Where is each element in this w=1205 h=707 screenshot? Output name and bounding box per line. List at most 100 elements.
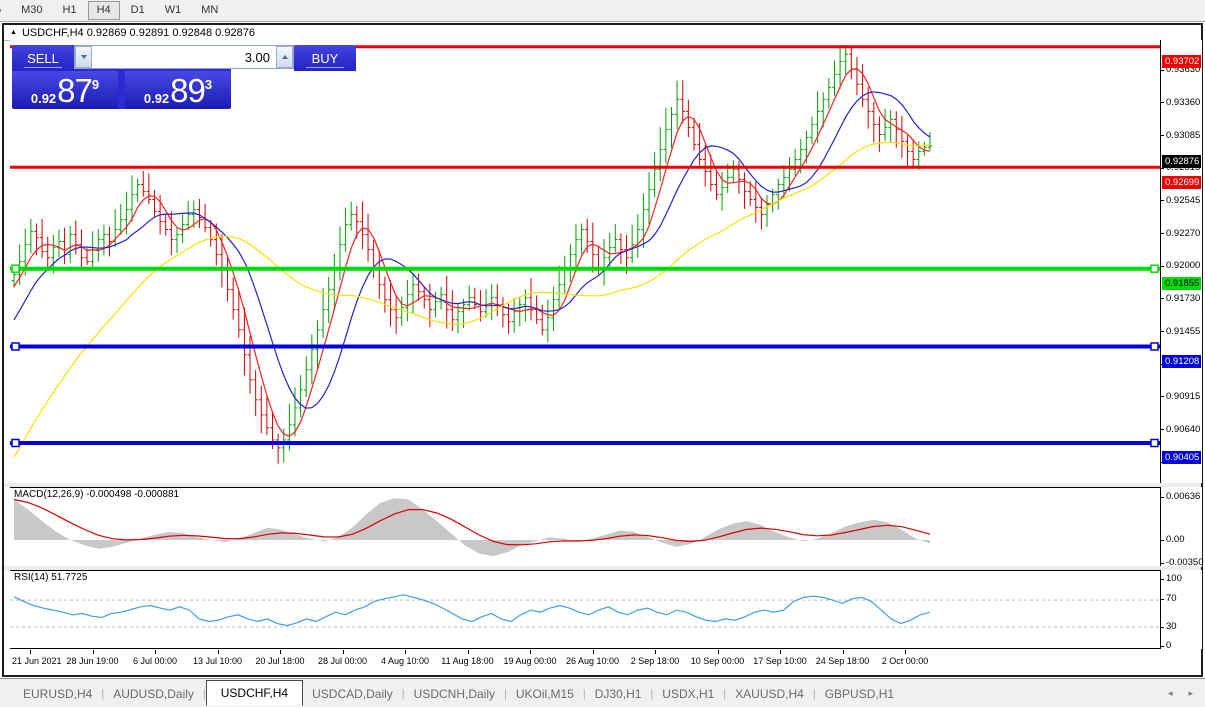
rsi-tick-mark bbox=[1161, 627, 1164, 628]
scroll-right-icon[interactable]: ▸ bbox=[1188, 688, 1193, 698]
chart-tab-xauusd[interactable]: XAUUSD,H4 bbox=[735, 686, 804, 701]
panel-splitter[interactable] bbox=[4, 566, 1201, 570]
rsi-panel: RSI(14) 51.7725 bbox=[10, 570, 1160, 649]
macd-axis[interactable]: 0.00636 0.00 -0.00350 bbox=[1160, 487, 1204, 568]
chart-title: USDCHF,H4 0.92869 0.92891 0.92848 0.9287… bbox=[21, 26, 255, 39]
time-axis[interactable]: 21 Jun 2021 28 Jun 19:00 6 Jul 00:00 13 Jul… bbox=[10, 650, 1160, 675]
timeframe-button-w1[interactable]: W1 bbox=[156, 1, 191, 20]
volume-decrease-button[interactable] bbox=[75, 46, 92, 68]
buy-price-sup: 3 bbox=[204, 77, 213, 92]
time-tick-label: 11 Aug 18:00 bbox=[441, 656, 494, 666]
timeframe-button-m30[interactable]: M30 bbox=[12, 1, 51, 20]
macd-axis-label: 0.00636 bbox=[1166, 491, 1201, 502]
timeframe-button-d1[interactable]: D1 bbox=[122, 1, 154, 20]
timeframe-button-mn[interactable]: MN bbox=[192, 1, 227, 20]
chart-tab-eurusd[interactable]: EURUSD,H4 bbox=[23, 686, 93, 701]
price-level-box: 0.92699 bbox=[1162, 175, 1201, 189]
macd-panel: MACD(12,26,9) -0.000498 -0.000881 bbox=[10, 487, 1160, 567]
macd-canvas[interactable] bbox=[10, 488, 1160, 566]
chart-tabs: EURUSD,H4 | AUDUSD,Daily | USDCHF,H4 USDCAD,D… bbox=[14, 679, 903, 706]
tab-separator: | bbox=[202, 687, 206, 700]
triangle-up-icon bbox=[281, 55, 288, 59]
buy-price-big: 89 bbox=[170, 72, 206, 109]
rsi-canvas[interactable] bbox=[10, 571, 1160, 648]
price-tick-mark bbox=[1161, 429, 1164, 431]
ma-line-12 bbox=[13, 91, 931, 409]
price-tick-mark bbox=[1161, 135, 1164, 137]
time-tick-label: 17 Sep 10:00 bbox=[753, 656, 807, 666]
time-tick-mark bbox=[780, 650, 781, 654]
volume-increase-button[interactable] bbox=[276, 46, 293, 68]
panel-splitter[interactable] bbox=[4, 483, 1201, 487]
rsi-axis-label: 70 bbox=[1166, 593, 1177, 604]
time-tick-mark bbox=[530, 650, 531, 654]
sell-price-sup: 9 bbox=[91, 77, 100, 92]
rsi-axis-label: 0 bbox=[1166, 640, 1172, 651]
time-tick-mark bbox=[280, 650, 281, 654]
hline-handle[interactable] bbox=[1150, 342, 1159, 351]
trade-prices-row: 0.92 87 9 0.92 89 3 bbox=[12, 71, 231, 109]
tab-scroll-nav: ◂ ▸ bbox=[1168, 688, 1193, 699]
price-axis[interactable]: 0.93630 0.93360 0.93085 0.92815 0.92545 0.922… bbox=[1160, 40, 1202, 499]
rsi-axis-label: 100 bbox=[1166, 573, 1182, 584]
time-tick-mark bbox=[717, 650, 719, 654]
price-tick-label: 0.91455 bbox=[1166, 325, 1201, 337]
buy-button[interactable]: BUY bbox=[294, 45, 356, 71]
price-tick-mark bbox=[1161, 265, 1164, 267]
price-tick-label: 0.92270 bbox=[1166, 227, 1201, 239]
timeframe-button-5[interactable]: 5 bbox=[0, 1, 10, 20]
price-tick-mark bbox=[1161, 69, 1164, 71]
price-tick-label: 0.92545 bbox=[1166, 194, 1201, 206]
price-level-box: 0.91208 bbox=[1162, 354, 1201, 368]
macd-histogram-area bbox=[14, 498, 930, 557]
time-tick-label: 6 Jul 00:00 bbox=[132, 656, 178, 666]
scroll-left-icon[interactable]: ◂ bbox=[1167, 688, 1173, 698]
time-tick-label: 13 Jul 10:00 bbox=[192, 656, 243, 666]
chart-tab-usdchf[interactable]: USDCHF,H4 bbox=[205, 679, 304, 706]
time-tick-mark bbox=[92, 650, 94, 654]
chart-tab-ukoil[interactable]: UKOil,M15 bbox=[515, 686, 574, 701]
timeframe-button-h1[interactable]: H1 bbox=[54, 1, 86, 20]
rsi-label: RSI(14) 51.7725 bbox=[14, 572, 88, 583]
hline-handle[interactable] bbox=[1150, 438, 1159, 448]
time-tick-mark bbox=[655, 650, 656, 654]
chart-tab-usdcad[interactable]: USDCAD,Daily bbox=[312, 686, 393, 701]
time-tick-label: 2 Oct 00:00 bbox=[881, 656, 929, 666]
rsi-axis[interactable]: 100 70 30 0 bbox=[1160, 570, 1202, 651]
tab-separator: | bbox=[723, 687, 727, 700]
tab-separator: | bbox=[650, 687, 654, 700]
macd-tick-mark bbox=[1161, 497, 1164, 498]
hline-handle[interactable] bbox=[11, 438, 20, 448]
price-tick-mark bbox=[1161, 167, 1164, 169]
price-tick-label: 0.93630 bbox=[1166, 64, 1201, 76]
rsi-tick-mark bbox=[1161, 599, 1164, 600]
sell-button[interactable]: SELL bbox=[12, 45, 74, 71]
sell-price-display[interactable]: 0.92 87 9 bbox=[12, 71, 118, 109]
collapse-arrow-icon[interactable]: ▲ bbox=[10, 29, 17, 36]
price-level-box: 0.91855 bbox=[1162, 277, 1201, 291]
hline-handle[interactable] bbox=[1150, 264, 1159, 273]
price-tick-label: 0.91730 bbox=[1166, 292, 1201, 304]
timeframe-button-h4[interactable]: H4 bbox=[87, 1, 120, 20]
chart-tab-usdx[interactable]: USDX,H1 bbox=[662, 686, 715, 701]
time-tick-mark bbox=[342, 650, 344, 654]
buy-price-display[interactable]: 0.92 89 3 bbox=[125, 71, 231, 109]
main-chart-canvas[interactable] bbox=[10, 40, 1160, 483]
chart-title-bar: ▲ USDCHF,H4 0.92869 0.92891 0.92848 0.92… bbox=[4, 25, 1201, 41]
chart-tab-usdcnh[interactable]: USDCNH,Daily bbox=[413, 686, 495, 701]
tab-separator: | bbox=[812, 687, 816, 700]
price-level-box: 0.92876 bbox=[1162, 154, 1201, 168]
chart-tab-audusd[interactable]: AUDUSD,Daily bbox=[113, 686, 194, 701]
time-tick-label: 24 Sep 18:00 bbox=[815, 656, 870, 666]
hline-handle[interactable] bbox=[11, 264, 20, 273]
sell-price-big: 87 bbox=[57, 72, 93, 109]
chart-tab-gbpusd[interactable]: GBPUSD,H1 bbox=[824, 686, 895, 701]
price-tick-label: 0.92815 bbox=[1166, 162, 1201, 174]
hline-handle[interactable] bbox=[11, 342, 20, 351]
chart-tab-dj30[interactable]: DJ30,H1 bbox=[594, 686, 642, 701]
rsi-tick-mark bbox=[1161, 646, 1164, 647]
price-level-box: 0.93702 bbox=[1162, 55, 1201, 69]
volume-input[interactable] bbox=[92, 46, 276, 68]
price-tick-mark bbox=[1161, 233, 1164, 235]
